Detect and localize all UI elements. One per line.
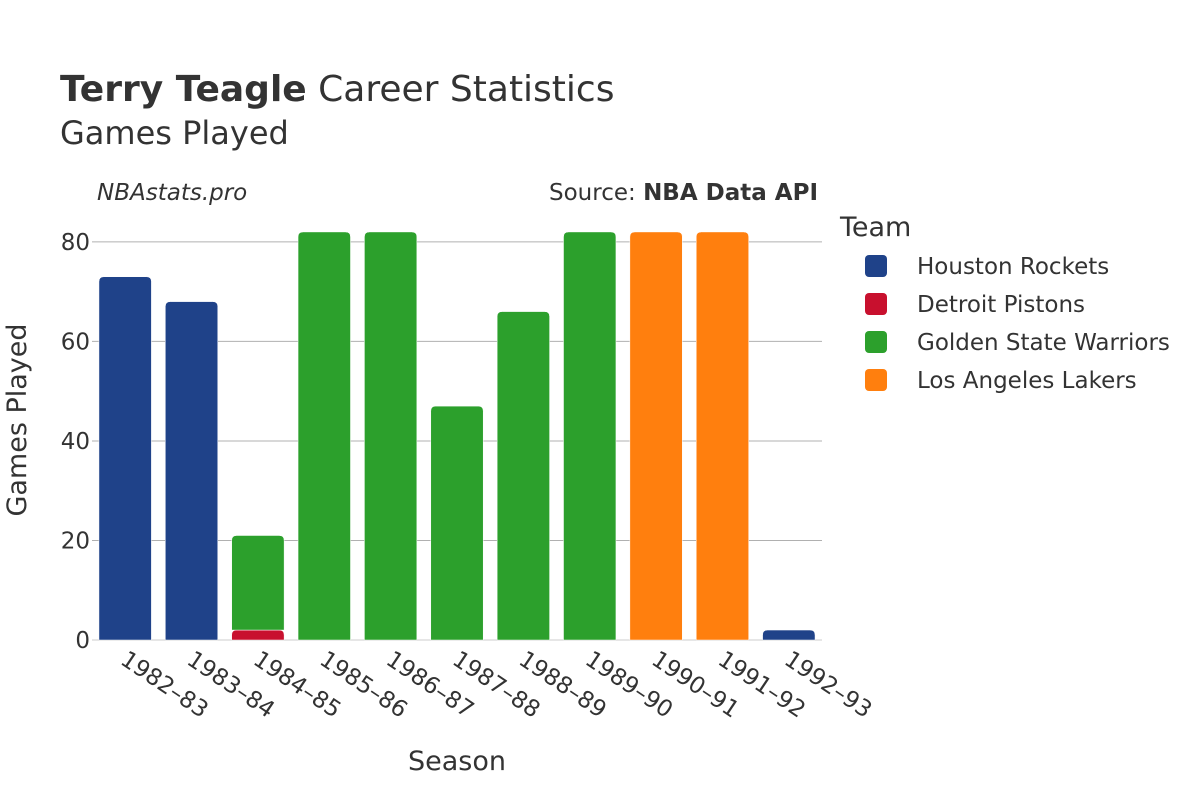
- chart-title: Terry Teagle Career Statistics: [60, 69, 614, 110]
- bar-los-angeles-lakers-1990–91: [629, 231, 683, 641]
- y-tick-label: 20: [61, 528, 90, 554]
- bar-golden-state-warriors-1986–87: [364, 231, 418, 641]
- legend-swatch: [865, 331, 887, 353]
- y-tick-labels: 0 20 40 60 80: [61, 230, 90, 654]
- legend: Houston Rockets Detroit Pistons Golden Sta…: [865, 254, 1170, 394]
- x-axis-title: Season: [408, 746, 506, 777]
- bar-los-angeles-lakers-1991–92: [695, 231, 749, 641]
- legend-label: Houston Rockets: [917, 254, 1109, 280]
- bar-houston-rockets-1992–93: [762, 629, 816, 641]
- y-tick-label: 80: [61, 230, 90, 256]
- legend-swatch: [865, 369, 887, 391]
- bar-houston-rockets-1982–83: [98, 276, 152, 641]
- legend-label: Golden State Warriors: [917, 330, 1170, 356]
- chart-subtitle: Games Played: [60, 114, 289, 152]
- bar-houston-rockets-1983–84: [165, 301, 219, 641]
- bar-golden-state-warriors-1984–85: [231, 535, 285, 631]
- source-prefix: Source:: [549, 180, 643, 206]
- legend-swatch: [865, 255, 887, 277]
- y-tick-label: 0: [75, 628, 90, 654]
- y-axis-title: Games Played: [2, 323, 33, 516]
- bar-golden-state-warriors-1987–88: [430, 405, 484, 641]
- x-tick-labels: 1982–831983–841984–851985–861986–871987–…: [116, 646, 877, 723]
- y-tick-label: 40: [61, 429, 90, 455]
- legend-title: Team: [839, 212, 911, 243]
- bar-detroit-pistons-1984–85: [231, 629, 285, 641]
- bar-golden-state-warriors-1985–86: [297, 231, 351, 641]
- title-player-name: Terry Teagle: [60, 69, 307, 110]
- source-name: NBA Data API: [643, 180, 818, 206]
- y-tick-label: 60: [61, 329, 90, 355]
- title-rest: Career Statistics: [307, 69, 615, 110]
- bars: [98, 231, 816, 641]
- source-annotation: Source: NBA Data API: [549, 180, 818, 206]
- legend-label: Detroit Pistons: [917, 292, 1085, 318]
- bar-golden-state-warriors-1989–90: [563, 231, 617, 641]
- legend-swatch: [865, 293, 887, 315]
- legend-label: Los Angeles Lakers: [917, 368, 1137, 394]
- bar-golden-state-warriors-1988–89: [496, 311, 550, 641]
- site-annotation: NBAstats.pro: [97, 180, 247, 206]
